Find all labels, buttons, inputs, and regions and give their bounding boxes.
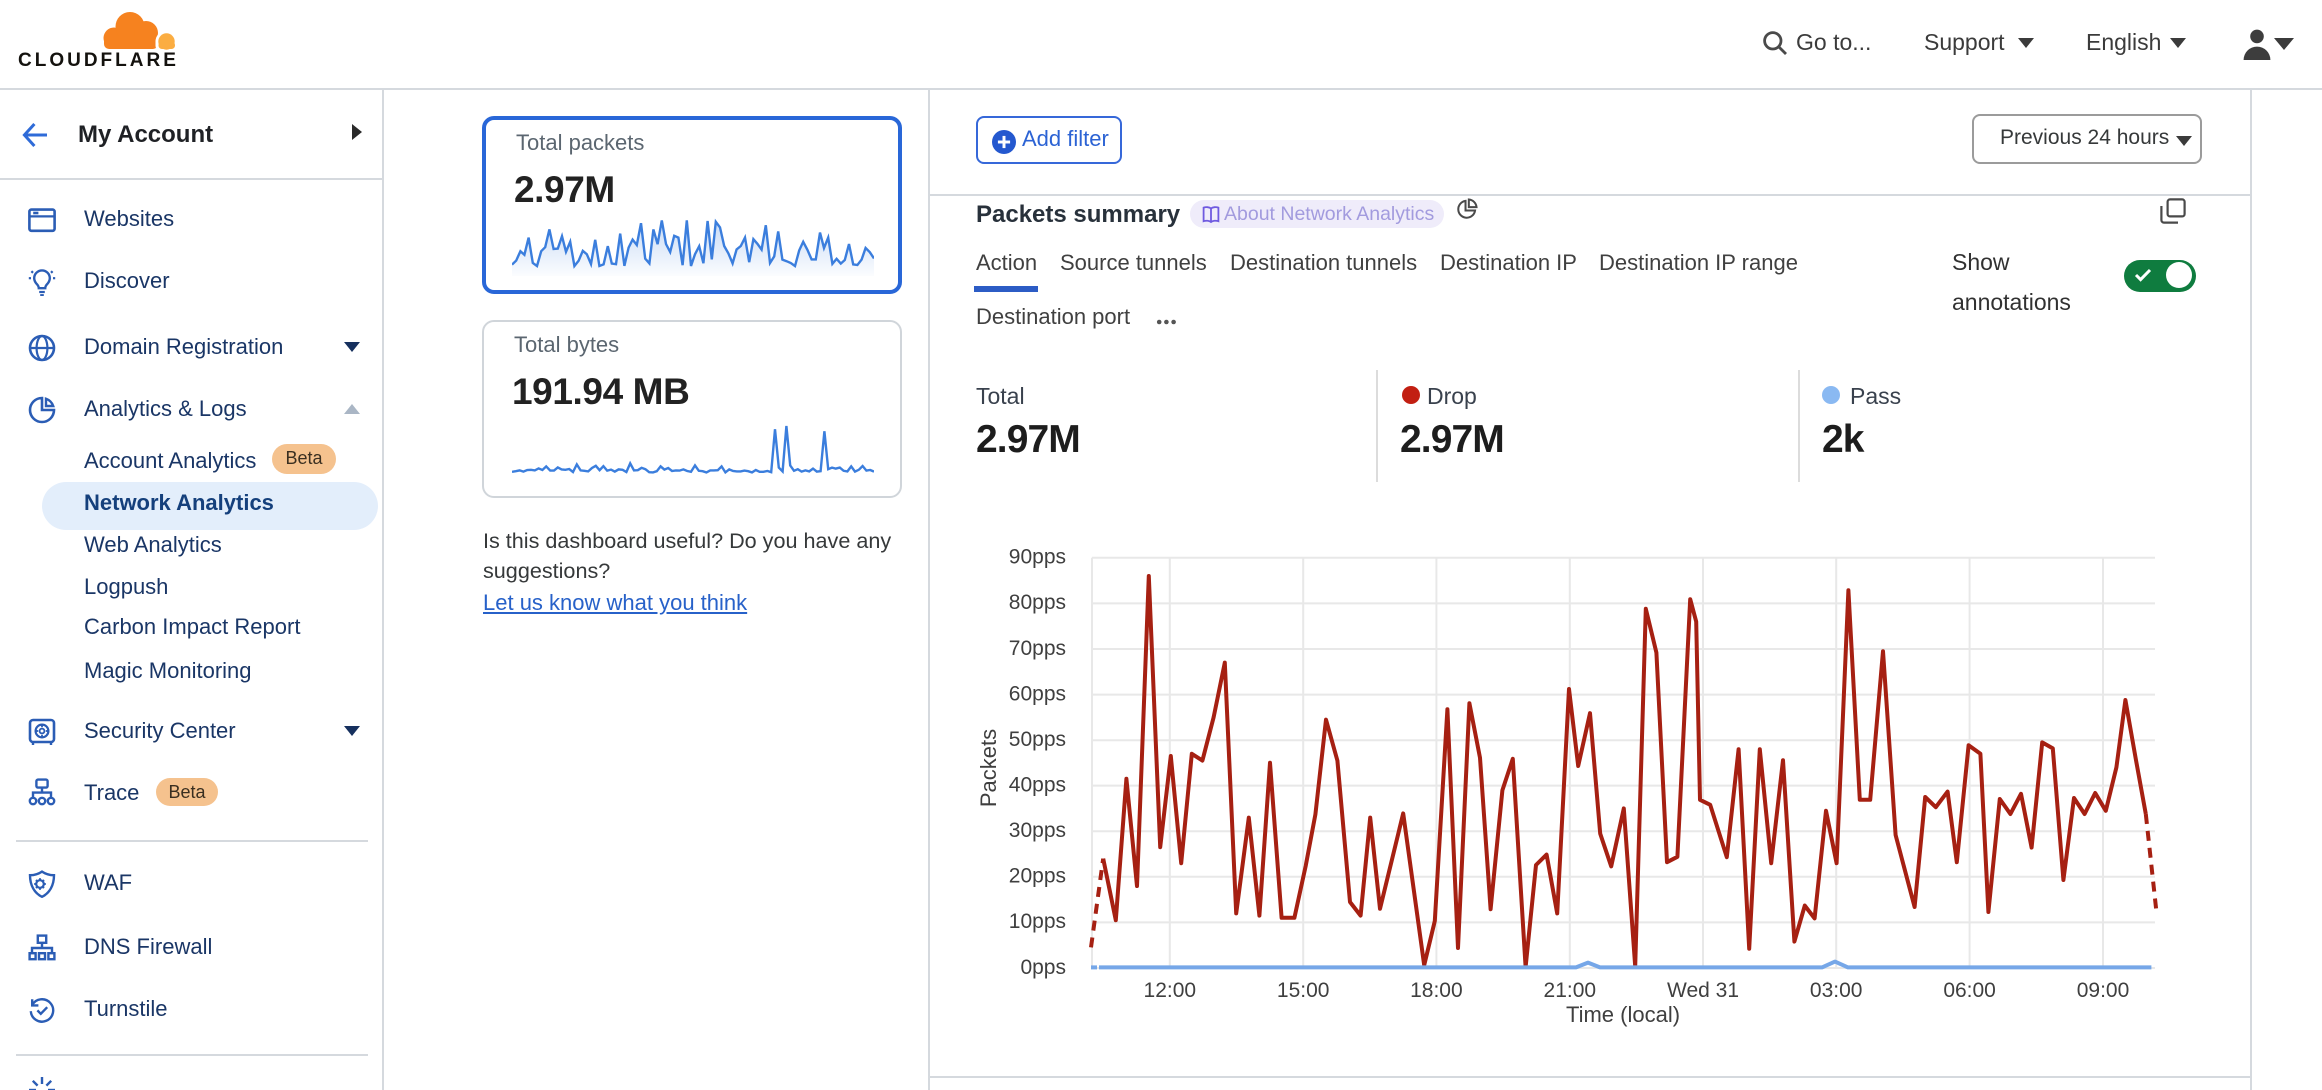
svg-text:03:00: 03:00: [1810, 979, 1863, 1002]
svg-text:80pps: 80pps: [1009, 591, 1066, 614]
svg-text:40pps: 40pps: [1009, 773, 1066, 796]
svg-text:21:00: 21:00: [1544, 979, 1597, 1002]
svg-text:Wed 31: Wed 31: [1667, 979, 1739, 1002]
svg-text:09:00: 09:00: [2077, 979, 2130, 1002]
svg-text:15:00: 15:00: [1277, 979, 1330, 1002]
svg-text:20pps: 20pps: [1009, 865, 1066, 888]
svg-text:90pps: 90pps: [1009, 546, 1066, 569]
svg-text:18:00: 18:00: [1410, 979, 1463, 1002]
svg-text:10pps: 10pps: [1009, 910, 1066, 933]
svg-text:60pps: 60pps: [1009, 682, 1066, 705]
svg-text:70pps: 70pps: [1009, 637, 1066, 660]
svg-text:Packets: Packets: [976, 729, 1001, 807]
svg-text:12:00: 12:00: [1144, 979, 1197, 1002]
svg-text:0pps: 0pps: [1020, 956, 1066, 979]
svg-text:Time (local): Time (local): [1566, 1002, 1680, 1027]
svg-text:30pps: 30pps: [1009, 819, 1066, 842]
svg-text:50pps: 50pps: [1009, 728, 1066, 751]
svg-text:06:00: 06:00: [1943, 979, 1996, 1002]
